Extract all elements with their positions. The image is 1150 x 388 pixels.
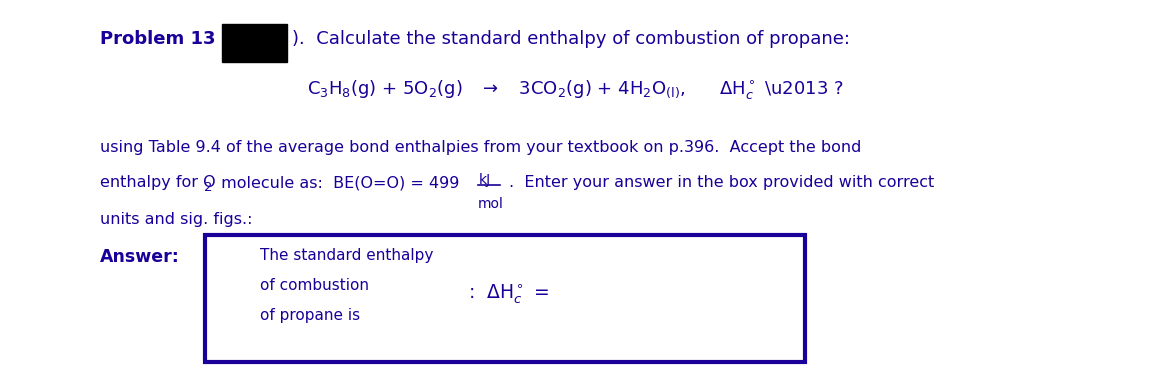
Text: kJ: kJ	[480, 173, 491, 187]
Text: of propane is: of propane is	[260, 308, 360, 323]
Text: Answer:: Answer:	[100, 248, 179, 266]
Text: molecule as:  BE(O=O) = 499: molecule as: BE(O=O) = 499	[216, 175, 465, 190]
Text: Problem 13 (: Problem 13 (	[100, 30, 230, 48]
FancyBboxPatch shape	[222, 24, 288, 62]
Text: units and sig. figs.:: units and sig. figs.:	[100, 212, 253, 227]
Text: enthalpy for O: enthalpy for O	[100, 175, 216, 190]
Text: 2: 2	[204, 181, 213, 194]
Text: :  $\Delta$H$^\circ_c$ =: : $\Delta$H$^\circ_c$ =	[468, 282, 549, 305]
Text: .  Enter your answer in the box provided with correct: . Enter your answer in the box provided …	[509, 175, 934, 190]
Text: ).  Calculate the standard enthalpy of combustion of propane:: ). Calculate the standard enthalpy of co…	[292, 30, 850, 48]
Text: The standard enthalpy: The standard enthalpy	[260, 248, 434, 263]
Text: using Table 9.4 of the average bond enthalpies from your textbook on p.396.  Acc: using Table 9.4 of the average bond enth…	[100, 140, 861, 155]
FancyBboxPatch shape	[205, 235, 805, 362]
Text: mol: mol	[478, 197, 504, 211]
Text: of combustion: of combustion	[260, 278, 369, 293]
Text: C$_3$H$_8$(g) + 5O$_2$(g)   $\rightarrow$   3CO$_2$(g) + 4H$_2$O$_\mathregular{(: C$_3$H$_8$(g) + 5O$_2$(g) $\rightarrow$ …	[307, 78, 843, 101]
